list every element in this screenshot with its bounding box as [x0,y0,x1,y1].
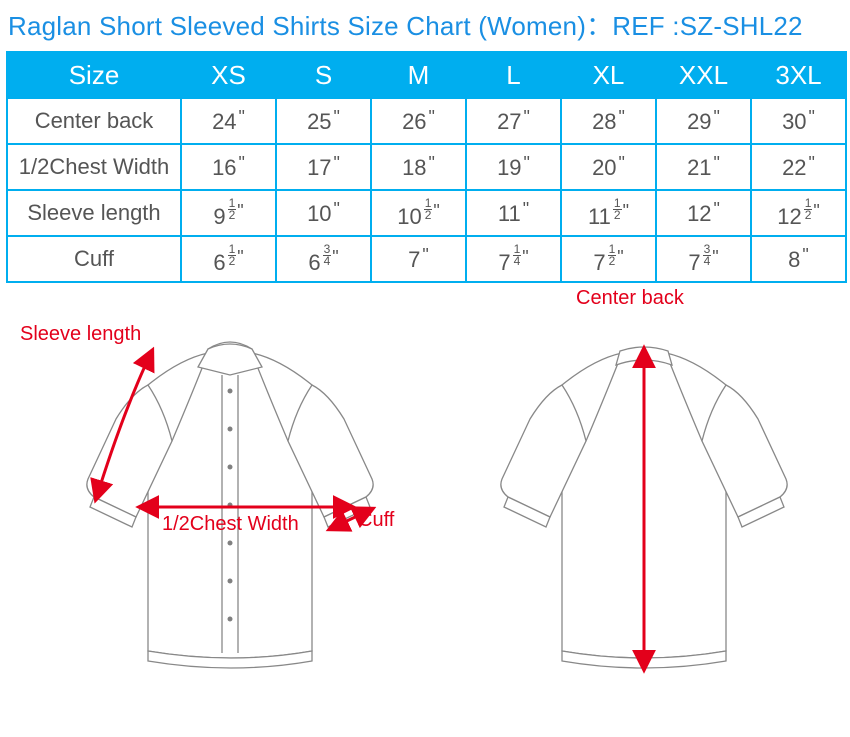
cell: 29" [656,98,751,144]
col-l: L [466,52,561,98]
col-m: M [371,52,466,98]
cell: 734" [656,236,751,282]
cell: 30" [751,98,846,144]
cell: 714" [466,236,561,282]
cell: 11" [466,190,561,236]
cell: 1212" [751,190,846,236]
cell: 17" [276,144,371,190]
table-row: Center back24"25"26"27"28"29"30" [7,98,846,144]
cell: 1012" [371,190,466,236]
table-row: Cuff612"634"7"714"712"734"8" [7,236,846,282]
size-chart-table: SizeXSSMLXLXXL3XL Center back24"25"26"27… [6,51,847,283]
cell: 8" [751,236,846,282]
cell: 21" [656,144,751,190]
col-xl: XL [561,52,656,98]
sleeve-length-label: Sleeve length [20,323,141,346]
col-xxl: XXL [656,52,751,98]
cell: 634" [276,236,371,282]
row-header: 1/2Chest Width [7,144,181,190]
shirt-back: Center back [444,309,844,709]
col-s: S [276,52,371,98]
cell: 27" [466,98,561,144]
cell: 12" [656,190,751,236]
cell: 1112" [561,190,656,236]
cell: 912" [181,190,276,236]
row-header: Cuff [7,236,181,282]
cell: 25" [276,98,371,144]
shirt-front: Sleeve length 1/2Chest Width Cuff [40,309,420,709]
cell: 18" [371,144,466,190]
table-row: Sleeve length912"10"1012"11"1112"12"1212… [7,190,846,236]
shirt-back-svg [444,309,844,709]
row-header: Sleeve length [7,190,181,236]
cell: 20" [561,144,656,190]
col-xs: XS [181,52,276,98]
cell: 7" [371,236,466,282]
cell: 16" [181,144,276,190]
cell: 26" [371,98,466,144]
col-size: Size [7,52,181,98]
diagram-area: Sleeve length 1/2Chest Width Cuff [6,309,844,709]
cell: 24" [181,98,276,144]
cell: 28" [561,98,656,144]
col-3xl: 3XL [751,52,846,98]
cuff-label: Cuff [358,509,394,532]
chest-width-label: 1/2Chest Width [162,513,299,536]
cell: 10" [276,190,371,236]
row-header: Center back [7,98,181,144]
table-row: 1/2Chest Width16"17"18"19"20"21"22" [7,144,846,190]
center-back-label: Center back [576,287,684,310]
cell: 19" [466,144,561,190]
cell: 612" [181,236,276,282]
cell: 712" [561,236,656,282]
page-title: Raglan Short Sleeved Shirts Size Chart (… [8,6,844,43]
cell: 22" [751,144,846,190]
